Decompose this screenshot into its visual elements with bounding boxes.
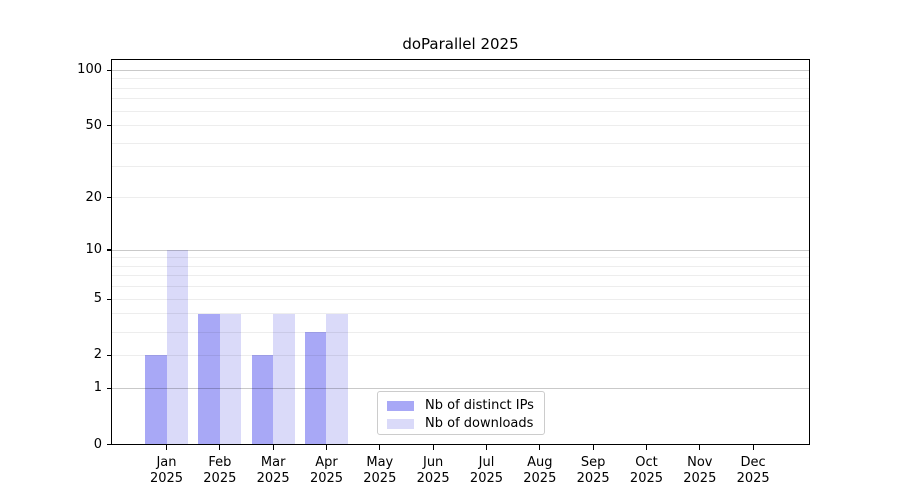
x-tick-mark (645, 445, 648, 450)
chart-title: doParallel 2025 (402, 35, 519, 53)
minor-gridline (111, 265, 810, 267)
y-tick-label: 50 (85, 117, 102, 133)
y-tick-mark (107, 387, 111, 389)
x-tick-label: Jul 2025 (469, 455, 504, 486)
minor-gridline (111, 87, 810, 89)
legend-label-distinct-ips: Nb of distinct IPs (425, 398, 534, 413)
bar-distinct-ips (145, 355, 167, 445)
minor-gridline (111, 275, 810, 277)
minor-gridline (111, 197, 810, 199)
legend-item-downloads: Nb of downloads (387, 416, 544, 432)
legend-swatch-distinct-ips (387, 401, 414, 411)
legend-swatch-downloads (387, 419, 414, 429)
x-tick-mark (485, 445, 488, 450)
y-tick-mark (107, 443, 111, 446)
x-tick-mark (219, 445, 221, 450)
x-tick-mark (432, 445, 434, 450)
x-tick-mark (272, 445, 274, 450)
major-gridline (111, 69, 810, 71)
y-tick-label: 20 (85, 189, 102, 205)
x-tick-label: Oct 2025 (629, 455, 664, 486)
minor-gridline (111, 313, 810, 315)
x-tick-mark (325, 445, 328, 450)
y-tick-label: 1 (93, 380, 102, 396)
minor-gridline (111, 165, 810, 167)
bar-downloads (219, 313, 242, 445)
x-tick-label: Dec 2025 (736, 455, 770, 486)
minor-gridline (111, 257, 810, 259)
legend-label-downloads: Nb of downloads (425, 416, 534, 431)
y-tick-mark (107, 354, 111, 356)
y-tick-label: 2 (93, 347, 102, 363)
minor-gridline (111, 354, 810, 356)
x-tick-mark (165, 445, 168, 450)
x-tick-label: May 2025 (363, 455, 397, 486)
y-tick-mark (107, 69, 111, 71)
x-tick-mark (752, 445, 754, 450)
x-tick-label: Jun 2025 (416, 455, 450, 486)
minor-gridline (111, 286, 810, 288)
minor-gridline (111, 110, 810, 112)
bar-distinct-ips (251, 355, 274, 445)
x-tick-label: Jan 2025 (149, 455, 184, 486)
x-tick-label: Aug 2025 (523, 455, 557, 486)
y-tick-label: 0 (93, 436, 102, 452)
x-tick-mark (379, 445, 381, 450)
x-tick-mark (539, 445, 541, 450)
bar-downloads (326, 313, 348, 445)
x-tick-mark (699, 445, 701, 450)
bar-downloads (166, 250, 188, 445)
minor-gridline (111, 78, 810, 80)
x-tick-label: Sep 2025 (576, 455, 610, 486)
legend: Nb of distinct IPs Nb of downloads (377, 391, 545, 435)
x-tick-mark (592, 445, 594, 450)
minor-gridline (111, 298, 810, 300)
bar-downloads (273, 313, 295, 445)
major-gridline (111, 387, 810, 389)
minor-gridline (111, 331, 810, 333)
x-tick-label: Feb 2025 (203, 455, 237, 486)
y-tick-mark (107, 298, 111, 300)
bar-distinct-ips (198, 313, 220, 445)
legend-item-distinct-ips: Nb of distinct IPs (387, 398, 544, 414)
major-gridline (111, 249, 810, 251)
minor-gridline (111, 98, 810, 100)
y-tick-label: 10 (85, 242, 102, 258)
plot-border (111, 59, 810, 445)
y-tick-mark (107, 125, 111, 127)
minor-gridline (111, 142, 810, 144)
x-tick-label: Apr 2025 (309, 455, 344, 486)
y-tick-label: 100 (77, 62, 102, 78)
y-tick-mark (107, 249, 111, 251)
x-tick-label: Mar 2025 (256, 455, 290, 486)
bar-distinct-ips (304, 332, 327, 445)
y-tick-label: 5 (93, 291, 102, 307)
x-tick-label: Nov 2025 (683, 455, 717, 486)
y-tick-mark (107, 196, 111, 199)
minor-gridline (111, 125, 810, 127)
